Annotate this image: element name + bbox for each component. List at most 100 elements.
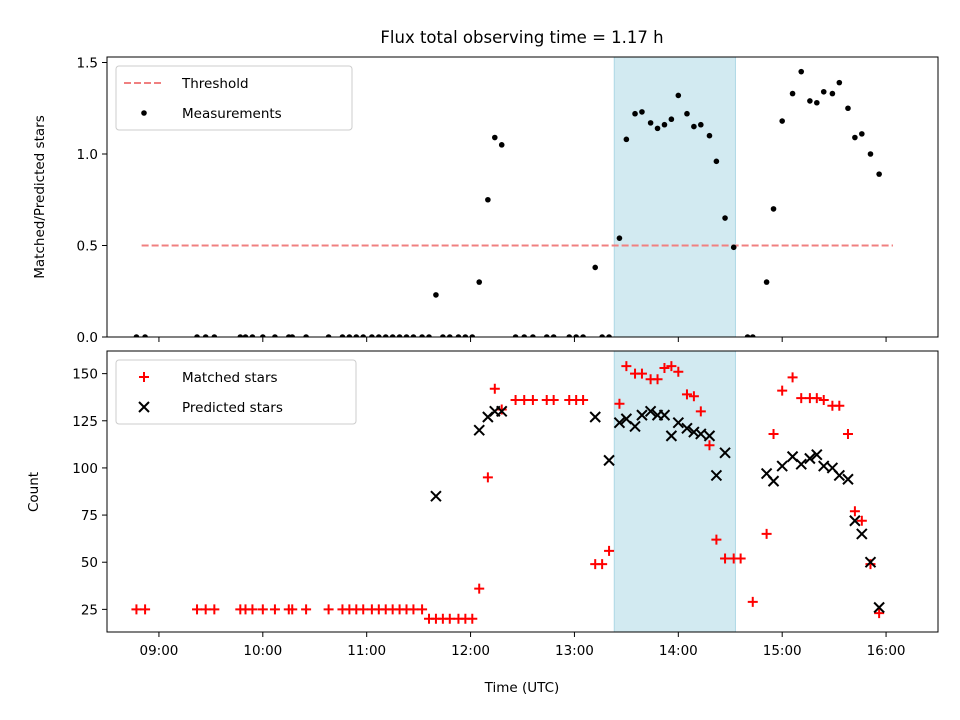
measurement-point (789, 90, 796, 97)
y-tick-label: 25 (81, 602, 98, 618)
measurement-point (242, 334, 249, 337)
matched-stars-point (711, 534, 722, 545)
legend-label: Threshold (181, 76, 249, 92)
measurement-point (580, 334, 586, 337)
measurement-point (675, 92, 682, 99)
predicted-stars-point (473, 424, 485, 436)
predicted-stars-point (688, 426, 700, 438)
x-tick-label: 11:00 (347, 643, 386, 659)
matched-stars-point (408, 604, 419, 615)
measurement-point (623, 136, 630, 143)
matched-stars-point (510, 395, 521, 406)
measurement-point (713, 158, 720, 165)
matched-stars-point (192, 604, 203, 615)
predicted-stars-point (629, 420, 641, 433)
matched-stars-point (489, 383, 500, 394)
measurement-point (260, 334, 266, 337)
y-tick-label: 75 (81, 508, 98, 524)
plot-frame (106, 350, 939, 633)
matched-stars-point (777, 385, 788, 396)
measurement-point (550, 334, 557, 337)
measurement-point (346, 334, 353, 337)
predicted-stars-point (833, 469, 846, 482)
predicted-stars-point (644, 405, 657, 418)
matched-stars-point (735, 553, 746, 564)
x-tick-label: 09:00 (139, 643, 178, 659)
predicted-stars-point (767, 475, 780, 487)
measurement-point (530, 334, 536, 337)
measurement-point (426, 334, 432, 337)
measurement-point (691, 123, 697, 130)
predicted-stars-point (719, 447, 731, 459)
x-tick-label: 15:00 (763, 643, 802, 659)
x-tick-label: 12:00 (451, 643, 490, 659)
predicted-stars-point (795, 458, 807, 470)
measurement-point (592, 264, 599, 271)
matched-stars-point (269, 604, 280, 615)
matched-stars-point (720, 553, 731, 564)
bottom-panel-counts: 25 50 75 100 125 150 09:00 10:00 11:00 12:00 13:00… (72, 350, 939, 659)
measurement-point (876, 171, 882, 177)
measurement-point (661, 121, 668, 128)
matched-stars-point (527, 395, 538, 406)
matched-stars-point (482, 472, 493, 483)
plot-frame (106, 56, 939, 338)
matched-stars-point (681, 389, 692, 400)
matched-stars-point (578, 395, 589, 406)
measurement-point (829, 90, 836, 97)
predicted-stars-point (856, 528, 868, 540)
top-panel-ratio: 0.0 0.5 1.0 1.5 Threshold Measurements (77, 55, 939, 346)
predicted-stars-point (636, 409, 648, 421)
chart-title: Flux total observing time = 1.17 h (380, 28, 663, 47)
highlight-span (613, 57, 736, 337)
matched-stars-point (474, 583, 485, 594)
measurement-point (599, 334, 605, 337)
matched-stars-point (704, 440, 715, 451)
matched-stars-point (768, 428, 779, 439)
measurement-point (339, 334, 346, 337)
matched-stars-point (621, 361, 632, 372)
measurement-point (684, 110, 690, 117)
measurement-point (462, 334, 469, 337)
measurement-point (668, 116, 675, 123)
matched-stars-point (140, 604, 151, 615)
measurement-point (433, 292, 439, 298)
measurement-point (211, 334, 218, 337)
measurement-point (194, 334, 200, 337)
measurement-point (798, 68, 805, 75)
highlight-span (613, 351, 736, 632)
measurement-point (325, 334, 332, 337)
matched-stars-point (796, 393, 807, 404)
matched-stars-point (856, 515, 867, 526)
matched-stars-point (496, 404, 507, 415)
measurement-point (303, 334, 309, 337)
measurement-point (814, 99, 820, 106)
measurement-point (647, 120, 654, 126)
matched-stars-point (614, 398, 625, 409)
predicted-stars-point (695, 428, 707, 440)
predicted-stars-point (804, 452, 816, 465)
predicted-stars-point (430, 490, 442, 502)
measurement-point (573, 334, 579, 337)
predicted-stars-point (864, 556, 877, 568)
matched-stars-point (688, 391, 699, 402)
measurement-point (202, 334, 209, 337)
measurement-point (722, 215, 728, 221)
y-tick-label: 1.0 (77, 147, 98, 163)
matched-stars-point (257, 604, 268, 615)
y-tick-label: 1.5 (77, 55, 98, 71)
matched-stars-point (666, 361, 677, 372)
measurement-point (485, 196, 491, 203)
matched-stars-point (247, 604, 258, 615)
measurement-point (142, 334, 148, 337)
measurement-point (639, 109, 645, 115)
matched-stars-point (301, 604, 312, 615)
legend-swatch (139, 372, 149, 382)
measurement-point (706, 132, 713, 139)
measurement-point (476, 279, 483, 285)
measurement-point (446, 334, 453, 337)
matched-stars-point (636, 368, 647, 379)
measurement-point (512, 334, 519, 337)
matched-stars-point (323, 604, 334, 615)
